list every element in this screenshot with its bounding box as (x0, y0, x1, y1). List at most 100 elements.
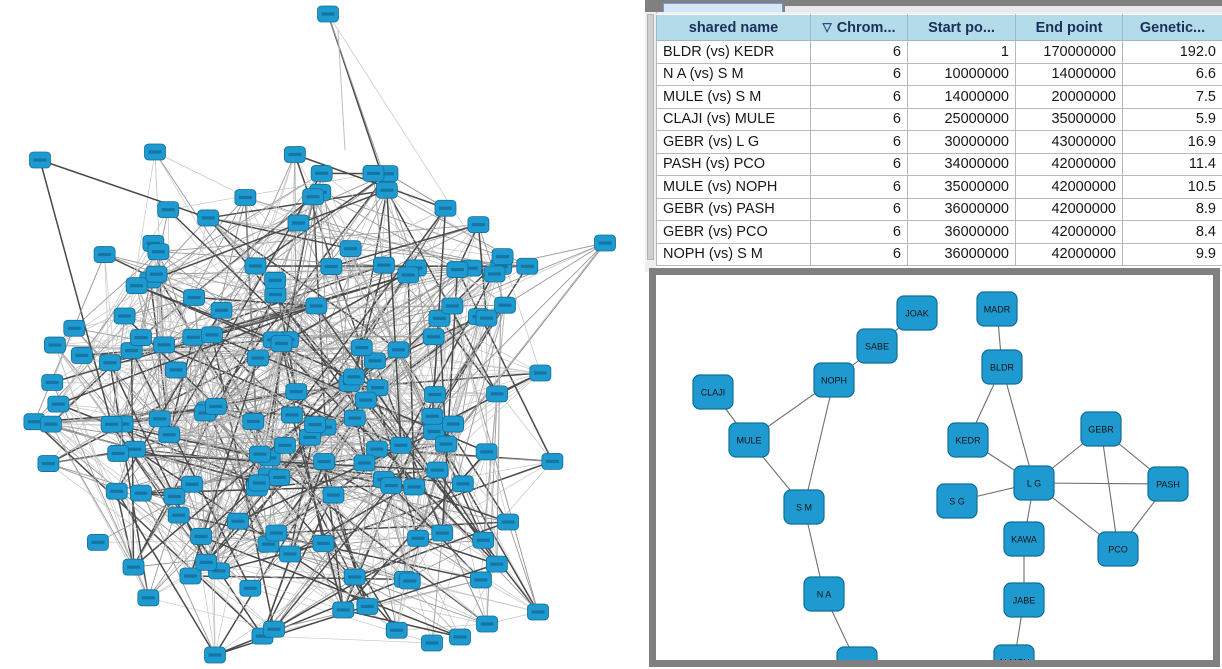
table-row[interactable]: GEBR (vs) PCO 6 36000000 42000000 8.4 (656, 220, 1222, 244)
full-network-edge[interactable] (190, 443, 447, 577)
full-network-edge[interactable] (439, 318, 464, 484)
full-network-node[interactable] (594, 234, 616, 252)
subnetwork-node-joak[interactable]: JOAK (896, 295, 938, 331)
full-network-edge[interactable] (333, 494, 488, 625)
cell-genetic[interactable]: 16.9 (1122, 130, 1222, 154)
full-network-node[interactable] (204, 646, 226, 664)
cell-chromosome[interactable]: 6 (810, 62, 908, 86)
table-body[interactable]: BLDR (vs) KEDR 6 1 170000000 192.0 N A (vs) S… (656, 40, 1222, 266)
full-network-edge[interactable] (207, 273, 495, 411)
full-network-node[interactable] (364, 352, 386, 370)
full-network-node[interactable] (130, 329, 152, 346)
cell-shared_name[interactable]: GEBR (vs) PCO (656, 220, 811, 244)
cell-start_point[interactable]: 35000000 (907, 175, 1016, 199)
full-network-node[interactable] (179, 567, 202, 585)
full-network-node[interactable] (424, 386, 446, 403)
full-network-node[interactable] (47, 395, 70, 413)
subnetwork-node-s-g[interactable]: S G (936, 483, 978, 519)
table-scroll-area[interactable]: shared name ▽ Chrom... Start po... End po… (656, 14, 1222, 270)
full-network-edge[interactable] (54, 344, 134, 568)
cell-start_point[interactable]: 36000000 (907, 220, 1016, 244)
subnetwork-node-madr[interactable]: MADR (976, 291, 1018, 327)
node-shape[interactable] (1013, 465, 1055, 501)
node-shape[interactable] (993, 644, 1035, 660)
full-network-node[interactable] (163, 488, 186, 505)
full-network-node[interactable] (201, 326, 223, 344)
full-network-edge[interactable] (315, 305, 498, 565)
full-network-edge[interactable] (111, 424, 216, 656)
full-network-edge[interactable] (253, 421, 435, 432)
table-row[interactable]: MULE (vs) NOPH 6 35000000 42000000 10.5 (656, 175, 1222, 199)
full-network-node[interactable] (183, 289, 205, 306)
full-network-node[interactable] (380, 477, 403, 494)
full-network-edge[interactable] (289, 427, 326, 555)
full-network-edge[interactable] (404, 539, 484, 580)
full-network-node[interactable] (529, 364, 552, 382)
table-row[interactable]: PASH (vs) PCO 6 34000000 42000000 11.4 (656, 152, 1222, 176)
full-network-node[interactable] (527, 603, 549, 621)
full-network-edge[interactable] (136, 285, 177, 371)
full-network-edge[interactable] (502, 256, 541, 374)
full-network-edge[interactable] (148, 597, 275, 630)
full-network-edge[interactable] (215, 274, 409, 407)
full-network-edge[interactable] (249, 448, 378, 589)
cell-genetic[interactable]: 7.5 (1122, 85, 1222, 109)
full-network-node[interactable] (451, 475, 474, 493)
full-network-edge[interactable] (214, 343, 282, 656)
full-network-edge[interactable] (407, 275, 415, 487)
full-network-edge[interactable] (273, 267, 472, 341)
full-network-edge[interactable] (417, 537, 498, 565)
full-network-node[interactable] (107, 445, 130, 462)
cell-shared_name[interactable]: MULE (vs) NOPH (656, 175, 811, 199)
node-shape[interactable] (1080, 411, 1122, 447)
node-shape[interactable] (976, 291, 1018, 327)
full-network-edge[interactable] (193, 297, 365, 464)
full-network-node[interactable] (263, 620, 285, 638)
full-network-edge[interactable] (214, 578, 406, 656)
full-network-edge[interactable] (191, 483, 488, 625)
full-network-graph[interactable] (0, 0, 645, 669)
cell-chromosome[interactable]: 6 (810, 152, 908, 176)
node-shape[interactable] (836, 646, 878, 660)
node-shape[interactable] (692, 374, 734, 410)
full-network-edge[interactable] (244, 197, 260, 483)
full-network-node[interactable] (190, 528, 213, 545)
full-network-edge[interactable] (206, 562, 355, 578)
full-network-edge[interactable] (109, 362, 207, 563)
full-network-node[interactable] (280, 406, 303, 424)
cell-chromosome[interactable]: 6 (810, 107, 908, 131)
full-network-edge[interactable] (434, 269, 458, 395)
full-network-edge[interactable] (33, 421, 263, 637)
full-network-edge[interactable] (211, 334, 355, 378)
cell-shared_name[interactable]: GEBR (vs) PASH (656, 197, 811, 221)
full-network-edge[interactable] (156, 172, 322, 275)
full-network-node[interactable] (165, 361, 187, 379)
full-network-edge[interactable] (193, 274, 409, 339)
full-network-edge[interactable] (50, 405, 216, 425)
full-network-edge[interactable] (284, 444, 398, 631)
full-network-node[interactable] (153, 336, 176, 354)
node-shape[interactable] (981, 349, 1023, 385)
node-shape[interactable] (1097, 531, 1139, 567)
full-network-edge[interactable] (441, 305, 506, 534)
full-network-node[interactable] (264, 286, 287, 304)
full-network-node[interactable] (350, 339, 373, 357)
full-network-edge[interactable] (262, 635, 433, 644)
cell-start_point[interactable]: 36000000 (907, 197, 1016, 221)
full-network-node[interactable] (204, 398, 227, 415)
full-network-edge[interactable] (215, 222, 299, 407)
full-network-node[interactable] (339, 240, 362, 258)
cell-genetic[interactable]: 8.4 (1122, 220, 1222, 244)
full-network-edge[interactable] (332, 248, 352, 496)
full-network-edge[interactable] (124, 297, 195, 317)
full-network-edge[interactable] (33, 254, 105, 422)
full-network-node[interactable] (167, 506, 190, 524)
full-network-node[interactable] (122, 558, 145, 576)
full-network-node[interactable] (397, 266, 420, 284)
full-network-edge[interactable] (287, 339, 365, 464)
full-network-node[interactable] (181, 475, 203, 493)
subnetwork-node-kawa[interactable]: KAWA (1003, 521, 1045, 557)
full-network-edge[interactable] (122, 421, 254, 425)
full-network-edge[interactable] (54, 344, 124, 425)
cell-shared_name[interactable]: CLAJI (vs) MULE (656, 107, 811, 131)
